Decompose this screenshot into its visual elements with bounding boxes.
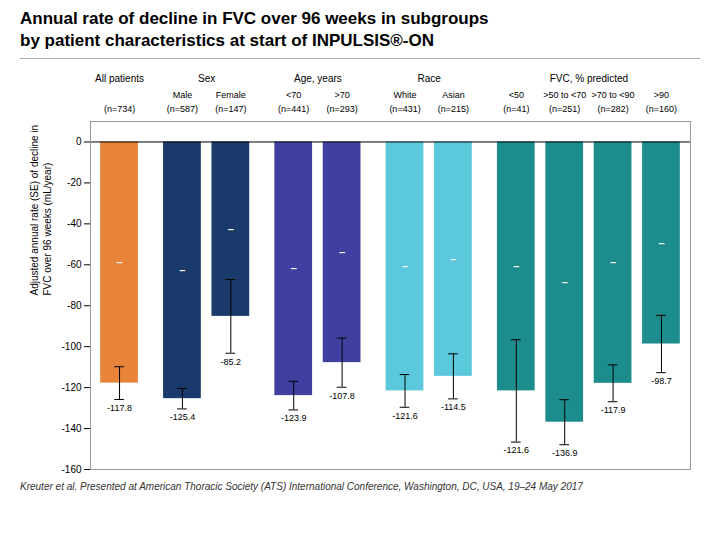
svg-text:-107.8: -107.8 xyxy=(329,391,355,401)
svg-text:<50: <50 xyxy=(509,90,524,100)
svg-text:–: – xyxy=(228,223,234,235)
svg-text:White: White xyxy=(394,90,417,100)
svg-text:–: – xyxy=(179,264,185,276)
svg-text:-136.9: -136.9 xyxy=(552,448,578,458)
svg-text:-85.2: -85.2 xyxy=(221,357,242,367)
svg-text:(n=282): (n=282) xyxy=(597,104,628,114)
svg-text:(n=147): (n=147) xyxy=(215,104,246,114)
svg-text:(n=215): (n=215) xyxy=(438,104,469,114)
svg-text:>90: >90 xyxy=(654,90,669,100)
svg-text:(n=160): (n=160) xyxy=(646,104,677,114)
svg-text:FVC, % predicted: FVC, % predicted xyxy=(550,73,628,84)
svg-text:>50 to <70: >50 to <70 xyxy=(543,90,586,100)
svg-text:–: – xyxy=(562,276,568,288)
svg-text:-120: -120 xyxy=(61,382,81,393)
svg-text:–: – xyxy=(339,246,345,258)
svg-text:Asian: Asian xyxy=(442,90,465,100)
svg-text:Male: Male xyxy=(173,90,193,100)
svg-text:–: – xyxy=(450,253,456,265)
svg-text:-140: -140 xyxy=(61,423,81,434)
svg-text:-123.9: -123.9 xyxy=(281,413,307,423)
svg-text:Age, years: Age, years xyxy=(294,73,342,84)
html-text:Annual rate of decline in FVC: Annual rate of decline in FVC over 96 we… xyxy=(20,9,489,28)
svg-text:-117.8: -117.8 xyxy=(107,403,132,413)
svg-text:0: 0 xyxy=(76,136,82,147)
svg-text:Sex: Sex xyxy=(198,73,215,84)
svg-text:>70: >70 xyxy=(334,90,349,100)
svg-text:(n=41): (n=41) xyxy=(503,104,529,114)
svg-text:(n=587): (n=587) xyxy=(167,104,198,114)
svg-text:Race: Race xyxy=(418,73,442,84)
svg-text:Female: Female xyxy=(216,90,246,100)
svg-text:(n=431): (n=431) xyxy=(389,104,420,114)
svg-text:-114.5: -114.5 xyxy=(441,402,466,412)
svg-text:(n=441): (n=441) xyxy=(278,104,309,114)
svg-text:-121.6: -121.6 xyxy=(504,445,530,455)
svg-text:(n=251): (n=251) xyxy=(549,104,580,114)
svg-text:–: – xyxy=(610,256,616,268)
svg-text:-60: -60 xyxy=(67,259,82,270)
svg-text:(n=293): (n=293) xyxy=(326,104,357,114)
svg-text:(n=734): (n=734) xyxy=(104,104,135,114)
html-text:Kreuter et al. Presented at Am: Kreuter et al. Presented at American Tho… xyxy=(20,481,583,492)
svg-text:–: – xyxy=(513,260,519,272)
svg-text:<70: <70 xyxy=(286,90,301,100)
svg-text:–: – xyxy=(291,262,297,274)
svg-text:-98.7: -98.7 xyxy=(651,376,672,386)
svg-text:Adjusted annual rate (SE) of d: Adjusted annual rate (SE) of decline inF… xyxy=(29,125,53,296)
svg-text:-20: -20 xyxy=(67,177,82,188)
svg-text:-80: -80 xyxy=(67,300,82,311)
svg-text:All patients: All patients xyxy=(95,73,144,84)
html-text:by patient characteristics at: by patient characteristics at start of I… xyxy=(20,31,434,50)
svg-text:-160: -160 xyxy=(61,464,81,475)
svg-text:-100: -100 xyxy=(61,341,81,352)
svg-text:-125.4: -125.4 xyxy=(170,412,196,422)
svg-text:–: – xyxy=(116,256,122,268)
svg-text:>70 to <90: >70 to <90 xyxy=(592,90,635,100)
svg-text:-121.6: -121.6 xyxy=(392,411,418,421)
svg-text:-40: -40 xyxy=(67,218,82,229)
svg-text:–: – xyxy=(402,260,408,272)
svg-text:-117.9: -117.9 xyxy=(601,405,626,415)
svg-text:–: – xyxy=(658,237,664,249)
